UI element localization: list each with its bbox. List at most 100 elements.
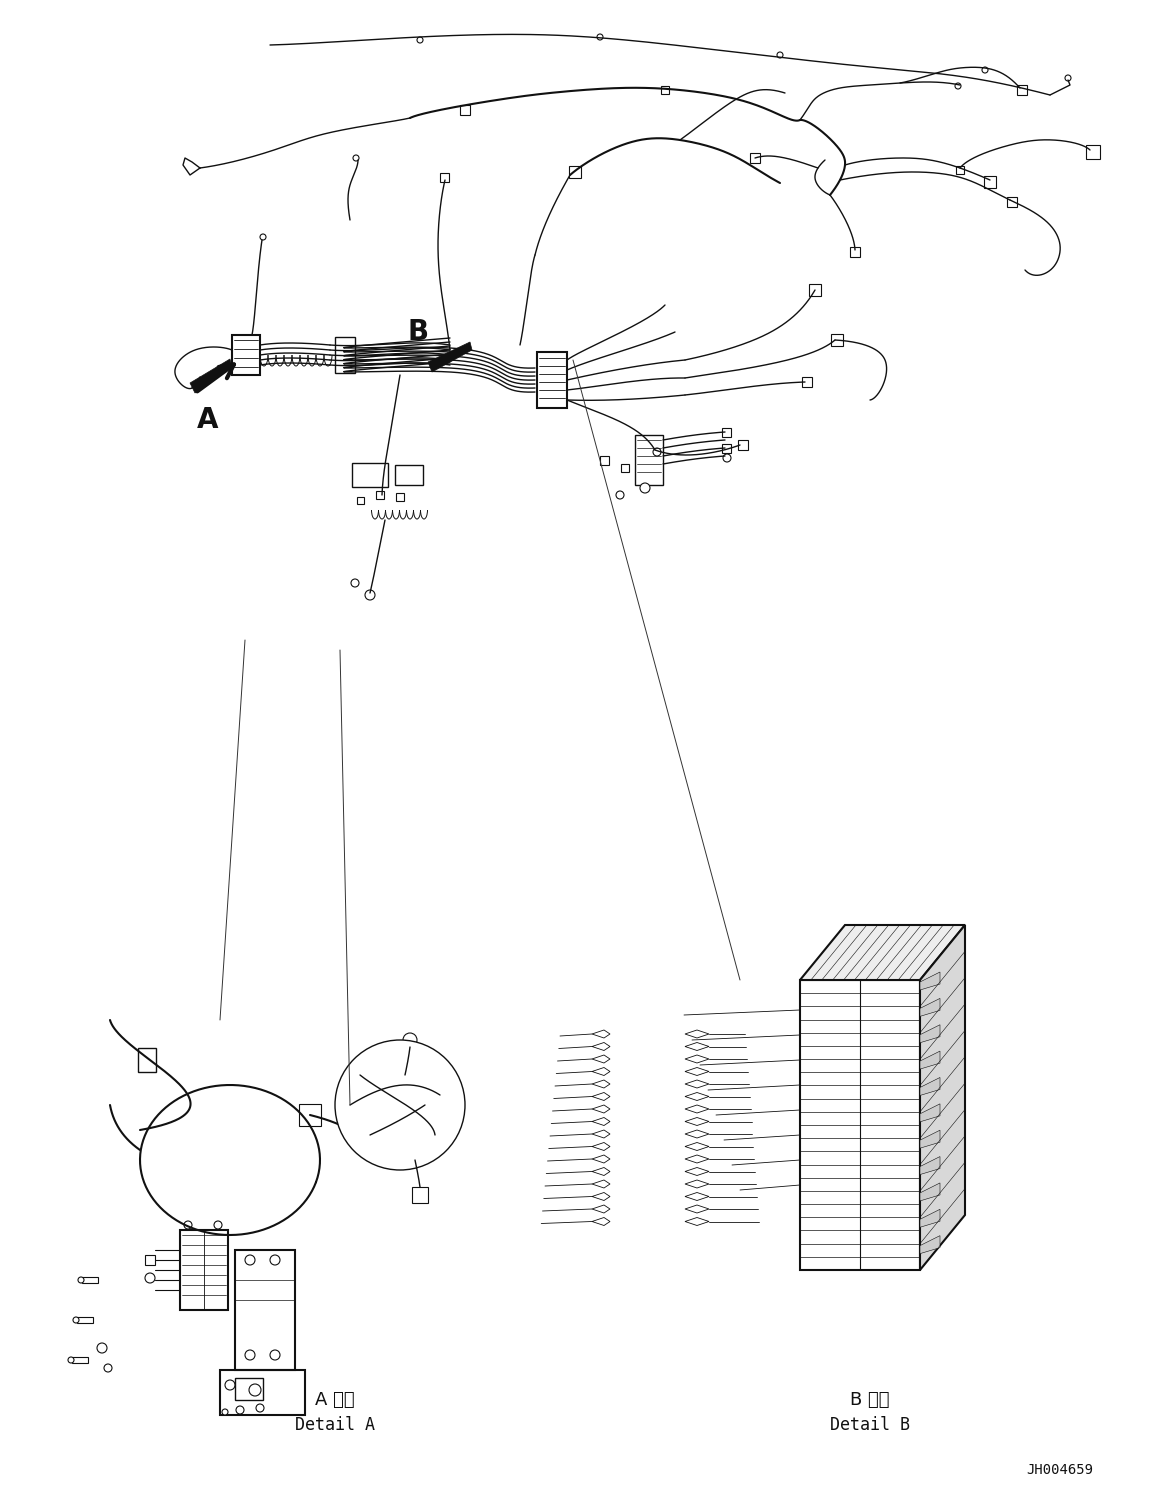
Bar: [984, 176, 996, 187]
Circle shape: [222, 1409, 228, 1415]
Polygon shape: [592, 1080, 611, 1088]
Circle shape: [224, 1379, 235, 1390]
Polygon shape: [685, 1180, 709, 1187]
Polygon shape: [685, 1129, 709, 1138]
Circle shape: [404, 1033, 418, 1048]
Bar: [850, 247, 859, 257]
Circle shape: [73, 1317, 79, 1323]
Polygon shape: [920, 1051, 940, 1068]
Bar: [441, 173, 450, 182]
Polygon shape: [920, 1183, 940, 1201]
Bar: [235, 1250, 295, 1370]
Circle shape: [777, 52, 783, 58]
Bar: [800, 981, 920, 1269]
Circle shape: [270, 1254, 280, 1265]
Bar: [138, 1048, 156, 1071]
Polygon shape: [685, 1155, 709, 1164]
Polygon shape: [592, 1055, 611, 1062]
Circle shape: [256, 1405, 264, 1412]
Polygon shape: [920, 1210, 940, 1228]
Bar: [621, 464, 629, 472]
Polygon shape: [685, 1067, 709, 1076]
Polygon shape: [592, 1092, 611, 1101]
Polygon shape: [685, 1043, 709, 1051]
Polygon shape: [920, 998, 940, 1016]
Polygon shape: [800, 926, 965, 981]
Bar: [376, 491, 384, 498]
Polygon shape: [428, 342, 472, 372]
Polygon shape: [920, 1025, 940, 1043]
Circle shape: [640, 484, 650, 493]
Polygon shape: [592, 1129, 611, 1138]
Polygon shape: [685, 1117, 709, 1125]
Bar: [235, 1378, 263, 1400]
Bar: [809, 284, 821, 296]
Bar: [802, 376, 812, 387]
Bar: [395, 493, 404, 501]
Polygon shape: [592, 1143, 611, 1150]
Circle shape: [184, 1222, 192, 1229]
Circle shape: [723, 454, 732, 461]
Text: B 詳細: B 詳細: [850, 1391, 890, 1409]
Text: B: B: [407, 318, 428, 347]
Circle shape: [652, 448, 661, 455]
Bar: [412, 1187, 428, 1202]
Circle shape: [414, 1109, 426, 1120]
Circle shape: [245, 1350, 255, 1360]
Bar: [335, 336, 355, 373]
Polygon shape: [920, 1131, 940, 1149]
Bar: [461, 106, 470, 115]
Circle shape: [261, 234, 266, 240]
Polygon shape: [685, 1092, 709, 1101]
Circle shape: [145, 1274, 155, 1283]
Bar: [739, 440, 748, 449]
Bar: [635, 434, 663, 485]
Polygon shape: [920, 1156, 940, 1174]
Circle shape: [214, 1222, 222, 1229]
Text: Detail A: Detail A: [295, 1417, 374, 1434]
Bar: [72, 1357, 88, 1363]
Bar: [299, 1104, 321, 1126]
Polygon shape: [920, 1077, 940, 1095]
Circle shape: [245, 1254, 255, 1265]
Polygon shape: [685, 1217, 709, 1226]
Polygon shape: [592, 1030, 611, 1039]
Bar: [661, 86, 669, 94]
Polygon shape: [592, 1043, 611, 1051]
Bar: [83, 1277, 98, 1283]
Text: JH004659: JH004659: [1027, 1463, 1093, 1478]
Bar: [537, 353, 568, 408]
Bar: [357, 497, 364, 503]
Bar: [1086, 144, 1100, 159]
Polygon shape: [592, 1155, 611, 1164]
Circle shape: [982, 67, 989, 73]
Polygon shape: [592, 1067, 611, 1076]
Polygon shape: [920, 972, 940, 990]
Circle shape: [351, 579, 359, 586]
Circle shape: [1065, 74, 1071, 80]
Polygon shape: [685, 1080, 709, 1088]
Bar: [220, 1370, 305, 1415]
Circle shape: [418, 37, 423, 43]
Bar: [77, 1317, 93, 1323]
Circle shape: [78, 1277, 84, 1283]
Polygon shape: [592, 1217, 611, 1226]
Circle shape: [97, 1344, 107, 1353]
Polygon shape: [592, 1117, 611, 1125]
Text: A 詳細: A 詳細: [315, 1391, 355, 1409]
Polygon shape: [920, 926, 965, 1269]
Polygon shape: [592, 1106, 611, 1113]
Bar: [722, 427, 732, 436]
Polygon shape: [685, 1192, 709, 1201]
Polygon shape: [685, 1143, 709, 1150]
Circle shape: [616, 491, 625, 498]
Bar: [395, 466, 423, 485]
Polygon shape: [685, 1168, 709, 1176]
Circle shape: [104, 1364, 112, 1372]
Circle shape: [67, 1357, 74, 1363]
Polygon shape: [685, 1106, 709, 1113]
Circle shape: [365, 591, 374, 600]
Polygon shape: [592, 1205, 611, 1213]
Bar: [231, 335, 261, 375]
Polygon shape: [685, 1205, 709, 1213]
